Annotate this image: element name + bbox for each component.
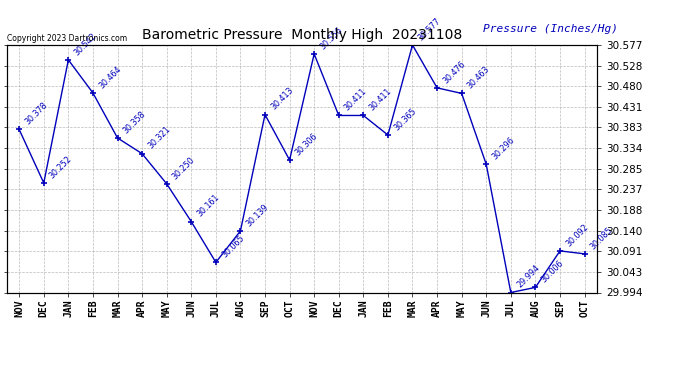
Title: Barometric Pressure  Monthly High  20231108: Barometric Pressure Monthly High 2023110… xyxy=(141,28,462,42)
Text: Copyright 2023 Dartronics.com: Copyright 2023 Dartronics.com xyxy=(7,33,127,42)
Text: 30.378: 30.378 xyxy=(23,101,49,127)
Text: 30.476: 30.476 xyxy=(441,59,467,85)
Text: 30.411: 30.411 xyxy=(343,87,368,113)
Text: 30.092: 30.092 xyxy=(564,222,590,248)
Text: 30.139: 30.139 xyxy=(244,202,270,228)
Text: 30.577: 30.577 xyxy=(417,16,443,42)
Text: 30.413: 30.413 xyxy=(269,86,295,112)
Text: 30.161: 30.161 xyxy=(195,193,221,219)
Text: 29.994: 29.994 xyxy=(515,264,541,290)
Text: 30.542: 30.542 xyxy=(72,31,99,57)
Text: 30.306: 30.306 xyxy=(294,132,319,157)
Text: 30.296: 30.296 xyxy=(491,135,516,162)
Text: 30.252: 30.252 xyxy=(48,154,74,180)
Text: 30.464: 30.464 xyxy=(97,64,123,90)
Text: 30.250: 30.250 xyxy=(171,155,197,181)
Text: 30.321: 30.321 xyxy=(146,125,172,151)
Text: 30.463: 30.463 xyxy=(466,65,492,91)
Text: 30.556: 30.556 xyxy=(318,25,344,51)
Text: Pressure (Inches/Hg): Pressure (Inches/Hg) xyxy=(483,24,618,34)
Text: 30.411: 30.411 xyxy=(368,87,393,113)
Text: 30.365: 30.365 xyxy=(392,106,418,132)
Text: 30.065: 30.065 xyxy=(220,234,246,260)
Text: 30.358: 30.358 xyxy=(121,109,148,135)
Text: 30.085: 30.085 xyxy=(589,225,615,251)
Text: 30.006: 30.006 xyxy=(540,259,565,285)
